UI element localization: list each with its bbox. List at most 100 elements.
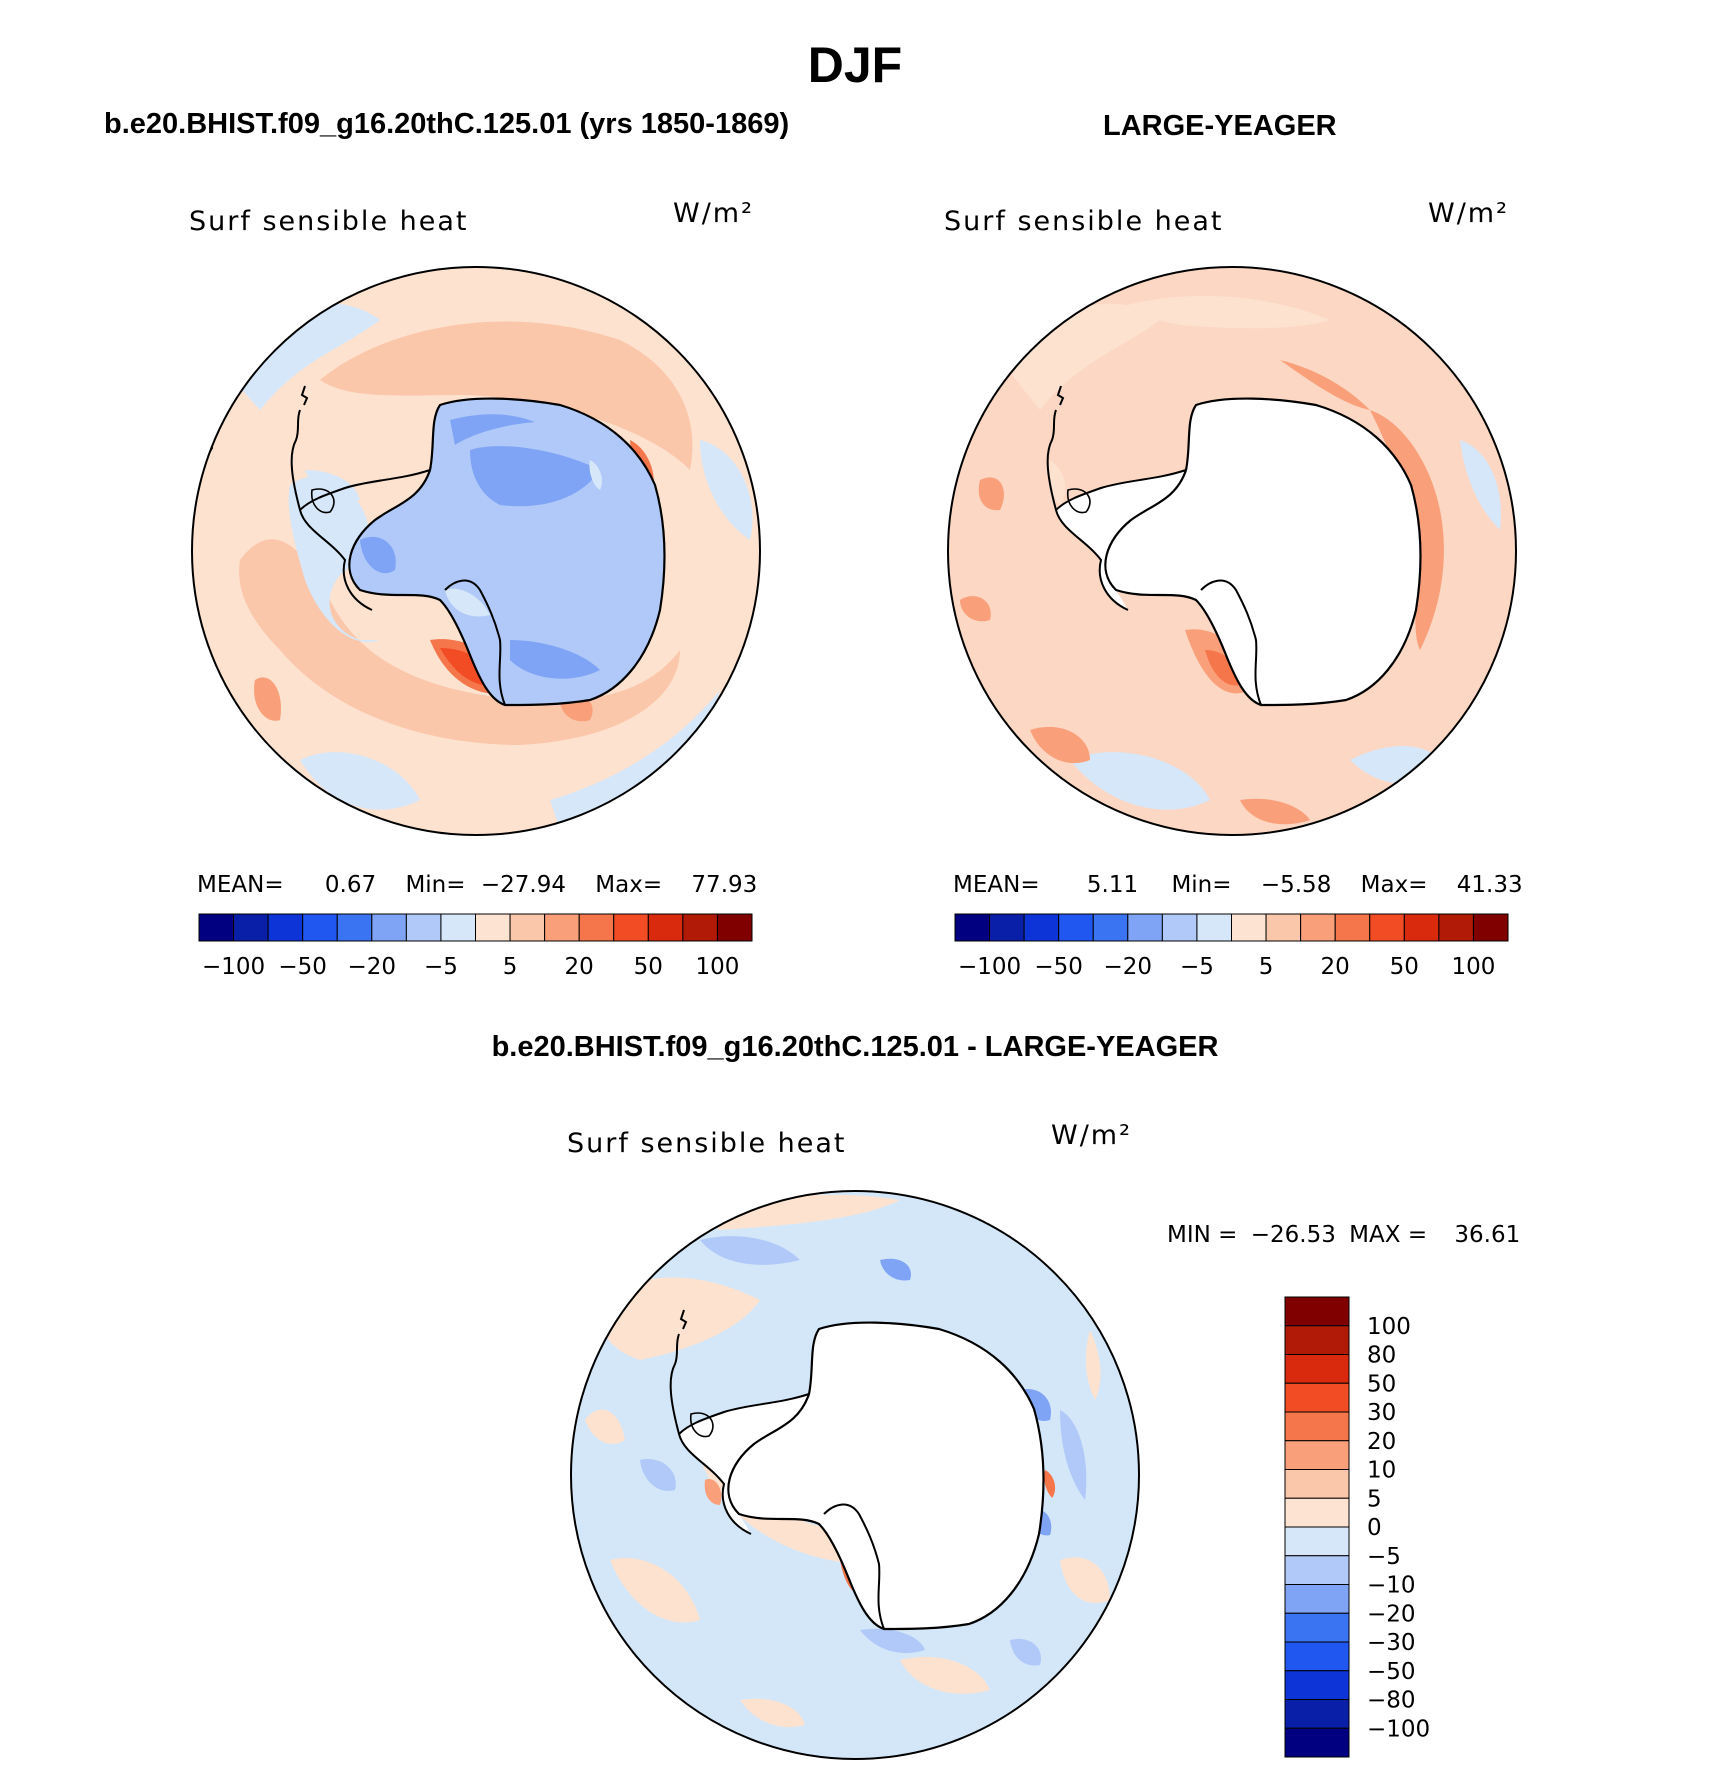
obs-colorbar-tick-label: 50 — [1390, 954, 1419, 980]
obs-colorbar-swatch — [989, 913, 1025, 942]
model-units-label: W/m² — [673, 198, 754, 229]
model-colorbar-swatch — [544, 913, 580, 942]
model-colorbar-swatch — [613, 913, 649, 942]
diff-min-value: −26.53 — [1250, 1222, 1336, 1248]
obs-max-value: 41.33 — [1456, 872, 1523, 898]
obs-colorbar-swatch — [1403, 913, 1440, 942]
page-title: DJF — [807, 37, 903, 93]
model-colorbar-swatch — [405, 913, 442, 942]
diff-colorbar-swatch — [1284, 1555, 1350, 1585]
diff-colorbar-swatch — [1284, 1497, 1350, 1528]
model-field — [192, 267, 760, 835]
model-colorbar-swatch — [578, 913, 615, 942]
diff-colorbar-tick-label: 10 — [1367, 1458, 1396, 1484]
obs-panel-header: LARGE-YEAGER — [1103, 110, 1337, 142]
diff-min-label: MIN = — [1167, 1222, 1238, 1248]
model-colorbar-swatch — [475, 913, 511, 942]
model-colorbar-swatch — [302, 913, 338, 942]
diff-colorbar-tick-label: −10 — [1367, 1573, 1416, 1599]
model-colorbar-swatch — [336, 913, 373, 942]
diff-colorbar-tick-label: −5 — [1367, 1544, 1401, 1570]
obs-colorbar-swatch — [1438, 913, 1474, 942]
diff-colorbar-tick-label: −30 — [1367, 1630, 1416, 1656]
obs-min-value: −5.58 — [1260, 872, 1332, 898]
model-colorbar-tick-label: −20 — [348, 954, 397, 980]
obs-colorbar-swatch — [1231, 913, 1267, 942]
diff-max-value: 36.61 — [1454, 1222, 1521, 1248]
obs-stats: MEAN= 5.11 Min= −5.58 Max= 41.33 — [953, 872, 1523, 898]
diff-colorbar-swatch — [1284, 1354, 1350, 1384]
diff-colorbar-swatch — [1284, 1612, 1350, 1643]
diff-colorbar-swatch — [1284, 1440, 1350, 1470]
obs-colorbar-tick-label: 20 — [1321, 954, 1350, 980]
model-panel-header: b.e20.BHIST.f09_g16.20thC.125.01 (yrs 18… — [104, 108, 790, 140]
diff-variable-label: Surf sensible heat — [567, 1128, 847, 1159]
obs-mean-label: MEAN= — [953, 872, 1040, 898]
model-max-label: Max= — [595, 872, 663, 898]
model-colorbar-swatch — [647, 913, 684, 942]
obs-max-label: Max= — [1360, 872, 1428, 898]
model-max-value: 77.93 — [691, 872, 758, 898]
obs-variable-label: Surf sensible heat — [944, 206, 1224, 237]
diff-max-label: MAX = — [1349, 1222, 1428, 1248]
obs-colorbar-swatch — [1127, 913, 1163, 942]
obs-mean-value: 5.11 — [1086, 872, 1139, 898]
diff-colorbar-swatch — [1284, 1526, 1350, 1557]
obs-colorbar-tick-label: −50 — [1034, 954, 1083, 980]
model-stats: MEAN= 0.67 Min= −27.94 Max= 77.93 — [197, 872, 757, 898]
diff-colorbar-tick-label: 50 — [1367, 1371, 1396, 1397]
diff-colorbar-tick-label: −80 — [1367, 1688, 1416, 1714]
diff-colorbar-swatch — [1284, 1641, 1350, 1672]
diff-stats: MIN = −26.53 MAX = 36.61 — [1167, 1222, 1520, 1248]
obs-colorbar-swatch — [1023, 913, 1060, 942]
model-colorbar-swatch — [198, 913, 235, 942]
model-colorbar-tick-label: −100 — [202, 954, 265, 980]
model-colorbar-tick-label: 50 — [634, 954, 663, 980]
obs-min-label: Min= — [1171, 872, 1232, 898]
diff-units-label: W/m² — [1051, 1120, 1132, 1151]
model-colorbar-swatch — [716, 913, 753, 942]
model-mean-value: 0.67 — [324, 872, 377, 898]
diff-map-boundary — [570, 1190, 1140, 1760]
obs-map-boundary — [947, 266, 1517, 836]
diff-colorbar-tick-label: 0 — [1367, 1515, 1382, 1541]
obs-colorbar-tick-label: 100 — [1451, 954, 1495, 980]
obs-colorbar-tick-label: −100 — [958, 954, 1021, 980]
obs-colorbar-tick-label: −20 — [1104, 954, 1153, 980]
diff-colorbar-swatch — [1284, 1325, 1350, 1355]
model-variable-label: Surf sensible heat — [189, 206, 469, 237]
diff-colorbar-tick-label: 20 — [1367, 1429, 1396, 1455]
diff-colorbar-tick-label: −100 — [1367, 1716, 1430, 1742]
diff-colorbar-tick-label: −20 — [1367, 1601, 1416, 1627]
obs-colorbar-swatch — [1472, 913, 1509, 942]
diff-colorbar-swatch — [1284, 1727, 1350, 1758]
obs-colorbar: −100 −50 −20 −5 5 20 50 100 — [954, 913, 1509, 980]
obs-colorbar-swatch — [1265, 913, 1302, 942]
obs-colorbar-swatch — [954, 913, 991, 942]
diff-colorbar-tick-label: 100 — [1367, 1314, 1411, 1340]
model-min-label: Min= — [405, 872, 466, 898]
diff-colorbar-tick-label: 5 — [1367, 1486, 1382, 1512]
model-colorbar-tick-label: −5 — [424, 954, 458, 980]
model-colorbar-swatch — [267, 913, 304, 942]
obs-colorbar-tick-label: −5 — [1180, 954, 1214, 980]
model-colorbar: −100 −50 −20 −5 5 20 50 100 — [198, 913, 753, 980]
diff-colorbar-swatch — [1284, 1584, 1350, 1614]
obs-colorbar-swatch — [1369, 913, 1405, 942]
model-colorbar-tick-label: 100 — [695, 954, 739, 980]
obs-colorbar-swatch — [1161, 913, 1198, 942]
obs-colorbar-swatch — [1334, 913, 1371, 942]
diff-field — [571, 1191, 1139, 1759]
diff-panel-header: b.e20.BHIST.f09_g16.20thC.125.01 - LARGE… — [491, 1031, 1219, 1063]
diff-colorbar-swatch — [1284, 1296, 1350, 1327]
obs-colorbar-swatch — [1300, 913, 1336, 942]
model-colorbar-swatch — [371, 913, 407, 942]
diff-colorbar-swatch — [1284, 1699, 1350, 1729]
obs-colorbar-swatch — [1196, 913, 1232, 942]
diff-colorbar-swatch — [1284, 1670, 1350, 1700]
diff-colorbar-tick-label: 30 — [1367, 1400, 1396, 1426]
model-colorbar-tick-label: −50 — [278, 954, 327, 980]
diff-colorbar-tick-label: −50 — [1367, 1659, 1416, 1685]
